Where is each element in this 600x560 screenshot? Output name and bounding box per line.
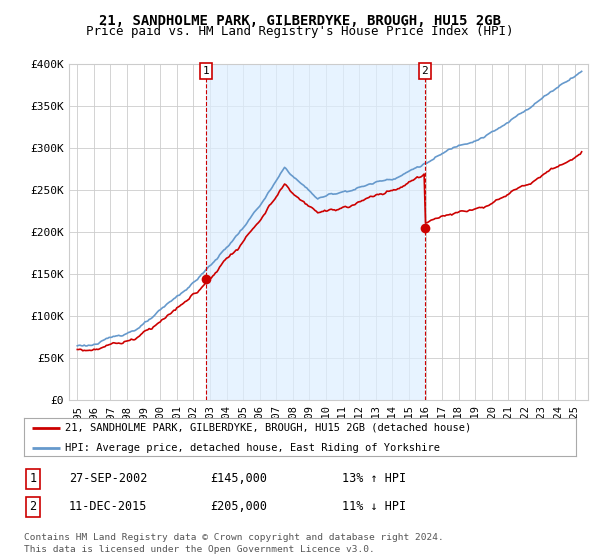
Text: 11-DEC-2015: 11-DEC-2015 — [69, 500, 148, 514]
Text: This data is licensed under the Open Government Licence v3.0.: This data is licensed under the Open Gov… — [24, 545, 375, 554]
Text: 2: 2 — [421, 66, 428, 76]
Text: 11% ↓ HPI: 11% ↓ HPI — [342, 500, 406, 514]
Text: 1: 1 — [29, 472, 37, 486]
Text: Price paid vs. HM Land Registry's House Price Index (HPI): Price paid vs. HM Land Registry's House … — [86, 25, 514, 38]
Text: 2: 2 — [29, 500, 37, 514]
Text: 1: 1 — [202, 66, 209, 76]
Text: 27-SEP-2002: 27-SEP-2002 — [69, 472, 148, 486]
Bar — [206, 64, 425, 400]
Text: £145,000: £145,000 — [210, 472, 267, 486]
Text: 21, SANDHOLME PARK, GILBERDYKE, BROUGH, HU15 2GB: 21, SANDHOLME PARK, GILBERDYKE, BROUGH, … — [99, 14, 501, 28]
Text: 21, SANDHOLME PARK, GILBERDYKE, BROUGH, HU15 2GB (detached house): 21, SANDHOLME PARK, GILBERDYKE, BROUGH, … — [65, 423, 472, 433]
Text: HPI: Average price, detached house, East Riding of Yorkshire: HPI: Average price, detached house, East… — [65, 443, 440, 453]
Text: 13% ↑ HPI: 13% ↑ HPI — [342, 472, 406, 486]
Text: Contains HM Land Registry data © Crown copyright and database right 2024.: Contains HM Land Registry data © Crown c… — [24, 533, 444, 542]
Text: £205,000: £205,000 — [210, 500, 267, 514]
